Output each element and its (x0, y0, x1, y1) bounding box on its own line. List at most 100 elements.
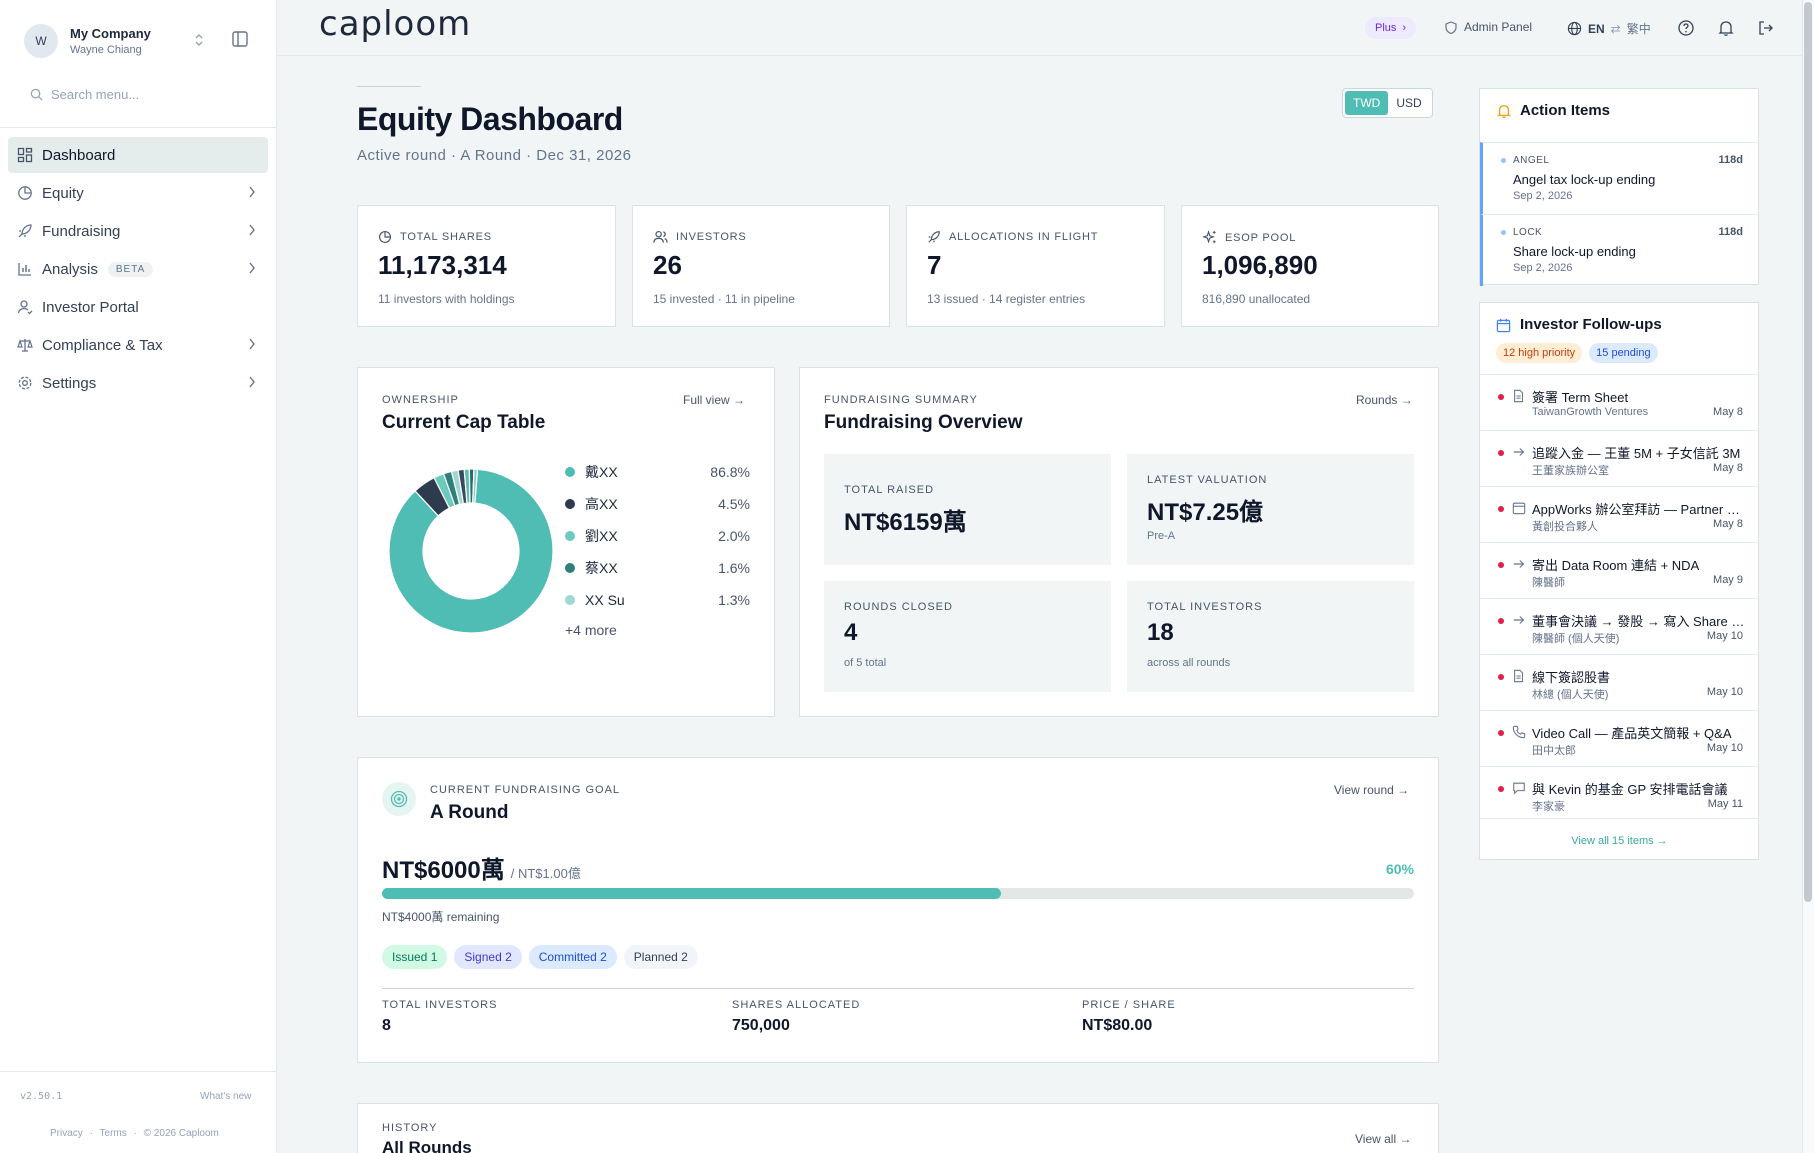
action-tag: ANGEL (1513, 155, 1550, 166)
goal-stat-shares: Shares Allocated 750,000 (732, 999, 860, 1035)
action-tag: LOCK (1513, 227, 1543, 238)
sidebar-item-label: Settings (42, 374, 97, 392)
priority-dot (1498, 786, 1504, 792)
sidebar-item-dashboard[interactable]: Dashboard (8, 137, 268, 173)
followup-item[interactable]: 董事會決議 → 發股 → 寫入 Share Re... 陳醫師 (個人天使) May… (1480, 598, 1759, 654)
sidebar-toggle-icon[interactable] (231, 30, 249, 48)
followup-item[interactable]: 與 Kevin 的基金 GP 安排電話會議 李家豪 May 11 (1480, 766, 1759, 822)
divider (0, 1071, 277, 1072)
action-date: Sep 2, 2026 (1513, 190, 1573, 202)
calendar-icon (1512, 502, 1526, 515)
sidebar-item-investor-portal[interactable]: Investor Portal (8, 289, 268, 325)
gear-icon (18, 376, 32, 390)
chevron-right-icon (249, 338, 255, 350)
chevron-right-icon (249, 186, 255, 198)
copyright: © 2026 Caploom (143, 1128, 219, 1139)
menu-search[interactable]: Search menu... (30, 87, 139, 102)
metric-label: Rounds Closed (844, 601, 953, 613)
followup-title: 董事會決議 → 發股 → 寫入 Share Re... (1532, 614, 1747, 629)
followup-title: Video Call — 產品英文簡報 + Q&A (1532, 726, 1732, 741)
document-icon (1514, 389, 1524, 403)
full-view-link[interactable]: Full view → (683, 393, 746, 407)
sidebar-item-equity[interactable]: Equity (8, 175, 268, 211)
sidebar-item-analysis[interactable]: Analysis BETA (8, 251, 268, 287)
bullet (1501, 158, 1506, 163)
followup-item[interactable]: Video Call — 產品英文簡報 + Q&A 田中太郎 May 10 (1480, 710, 1759, 766)
plan-badge[interactable]: Plus › (1365, 17, 1417, 39)
company-switcher[interactable]: W My Company Wayne Chiang (24, 22, 254, 60)
legend-swatch (565, 531, 575, 541)
status-pill[interactable]: Issued 1 (382, 945, 448, 969)
stat-card-esop-pool: ESOP Pool 1,096,890 816,890 unallocated (1181, 205, 1439, 327)
legend-swatch (565, 595, 575, 605)
legend-name: 戴XX (585, 464, 618, 480)
scrollbar-thumb[interactable] (1804, 2, 1812, 902)
donut-slice-other-4 (472, 468, 479, 504)
currency-toggle: TWD USD (1342, 88, 1433, 118)
goal-stat-label: Price / Share (1082, 999, 1176, 1011)
sparkles-icon (1202, 230, 1216, 244)
metric-label: Total Investors (1147, 601, 1263, 613)
followup-item[interactable]: 追蹤入金 — 王董 5M + 子女信託 3M 王董家族辦公室 May 8 (1480, 430, 1759, 486)
metric-value: 4 (844, 619, 858, 646)
legend-name: 劉XX (585, 528, 618, 544)
legend-more-link[interactable]: +4 more (565, 622, 617, 638)
status-pill[interactable]: Signed 2 (454, 945, 522, 969)
view-round-link[interactable]: View round → (1334, 783, 1410, 797)
action-item[interactable]: ANGEL 118d Angel tax lock-up ending Sep … (1480, 142, 1759, 214)
help-icon[interactable] (1677, 19, 1695, 37)
followup-item[interactable]: 線下簽認股書 林總 (個人天使) May 10 (1480, 654, 1759, 710)
rounds-link[interactable]: Rounds → (1356, 393, 1413, 407)
action-title: Angel tax lock-up ending (1513, 172, 1656, 187)
admin-panel-link[interactable]: Admin Panel (1445, 20, 1532, 34)
view-all-followups-link[interactable]: View all 15 items → (1571, 835, 1668, 847)
pending-badge: 15 pending (1589, 343, 1658, 363)
status-pill[interactable]: Planned 2 (623, 945, 698, 969)
privacy-link[interactable]: Privacy (50, 1128, 83, 1139)
view-all-rounds-link[interactable]: View all → (1355, 1132, 1412, 1146)
bell-icon[interactable] (1717, 19, 1735, 37)
pie-chart-icon (18, 186, 32, 200)
legend-swatch (565, 563, 575, 573)
currency-option-twd[interactable]: TWD (1345, 91, 1389, 115)
legend-name: XX Su (585, 592, 625, 608)
history-card: History All Rounds View all → (357, 1103, 1439, 1153)
logout-icon[interactable] (1757, 19, 1775, 37)
search-input[interactable]: Search menu... (51, 87, 140, 102)
followup-item[interactable]: 寄出 Data Room 連結 + NDA 陳醫師 May 9 (1480, 542, 1759, 598)
header-rule (357, 86, 421, 87)
stat-sub: 13 issued · 14 register entries (927, 292, 1086, 306)
legend-value: 4.5% (718, 496, 750, 512)
card-eyebrow: Current Fundraising Goal (430, 784, 621, 796)
chevron-right-icon: › (1402, 22, 1407, 34)
sidebar-item-settings[interactable]: Settings (8, 365, 268, 401)
rocket-icon (928, 231, 940, 243)
calendar-icon (1496, 318, 1511, 333)
card-title: All Rounds (382, 1138, 472, 1153)
sidebar-item-fundraising[interactable]: Fundraising (8, 213, 268, 249)
action-item[interactable]: LOCK 118d Share lock-up ending Sep 2, 20… (1480, 214, 1759, 286)
terms-link[interactable]: Terms (99, 1128, 127, 1139)
investor-followups-card: Investor Follow-ups 12 high priority 15 … (1479, 302, 1759, 860)
legend-name: 高XX (585, 496, 618, 512)
followup-contact: 林總 (個人天使) (1532, 689, 1609, 701)
followup-item[interactable]: 簽署 Term Sheet TaiwanGrowth Ventures May 8 (1480, 374, 1759, 430)
metric-total-investors: Total Investors 18 across all rounds (1127, 581, 1414, 692)
logo[interactable]: caploom (319, 4, 472, 44)
followup-contact: TaiwanGrowth Ventures (1532, 406, 1649, 418)
status-pill[interactable]: Committed 2 (528, 945, 617, 969)
pie-chart-icon (379, 231, 391, 243)
followup-contact: 陳醫師 (1532, 577, 1565, 589)
followup-item[interactable]: AppWorks 辦公室拜訪 — Partner M... 黃創投合夥人 May 8 (1480, 486, 1759, 542)
language-switcher[interactable]: EN ⇄ 繁中 (1567, 20, 1651, 37)
target-icon (382, 782, 416, 816)
whats-new-link[interactable]: What's new (200, 1091, 252, 1102)
divider (382, 988, 1414, 989)
dashboard-icon (17, 147, 33, 163)
fundraising-goal-card: Current Fundraising Goal A Round View ro… (357, 757, 1439, 1063)
plan-label: Plus (1375, 22, 1397, 34)
legend-value: 1.3% (718, 592, 750, 608)
goal-stat-value: 8 (382, 1017, 391, 1034)
currency-option-usd[interactable]: USD (1396, 96, 1422, 110)
sidebar-item-compliance-tax[interactable]: Compliance & Tax (8, 327, 268, 363)
